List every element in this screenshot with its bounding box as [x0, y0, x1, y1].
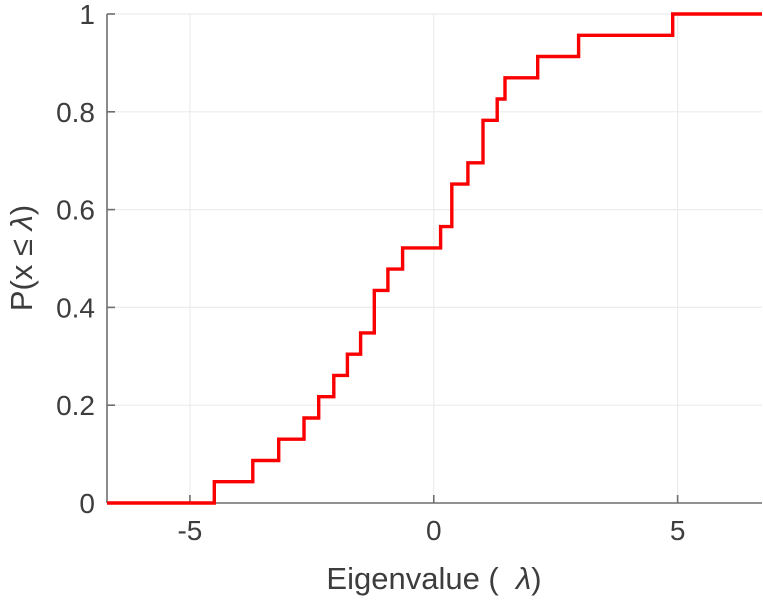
x-axis-label: Eigenvalue ( λ)	[326, 561, 541, 596]
y-tick-label: 0.8	[56, 97, 95, 128]
x-tick-label: 5	[670, 515, 686, 546]
y-tick-label: 0	[79, 488, 95, 519]
axes	[106, 13, 762, 504]
y-tick-label: 0.6	[56, 195, 95, 226]
x-axis-label-prefix: Eigenvalue (	[326, 561, 516, 596]
x-tick-label: -5	[177, 515, 202, 546]
y-axis-label: P(x ≤ λ)	[4, 205, 39, 311]
y-tick-label: 1	[79, 0, 95, 30]
x-tick-label: 0	[426, 515, 442, 546]
grid-lines	[107, 13, 762, 503]
x-axis-label-suffix: )	[531, 561, 541, 596]
cdf-step-line	[107, 12, 762, 505]
y-axis-label-prefix: P(x ≤	[4, 230, 39, 311]
lambda-symbol: λ	[514, 561, 531, 596]
y-tick-label: 0.4	[56, 292, 95, 323]
y-tick-label: 0.2	[56, 390, 95, 421]
ecdf-line	[107, 12, 762, 505]
tick-labels: -5 0 5 0 0.2 0.4 0.6 0.8 1	[56, 0, 685, 546]
y-axis-label-suffix: )	[4, 205, 39, 215]
lambda-symbol: λ	[4, 215, 39, 232]
